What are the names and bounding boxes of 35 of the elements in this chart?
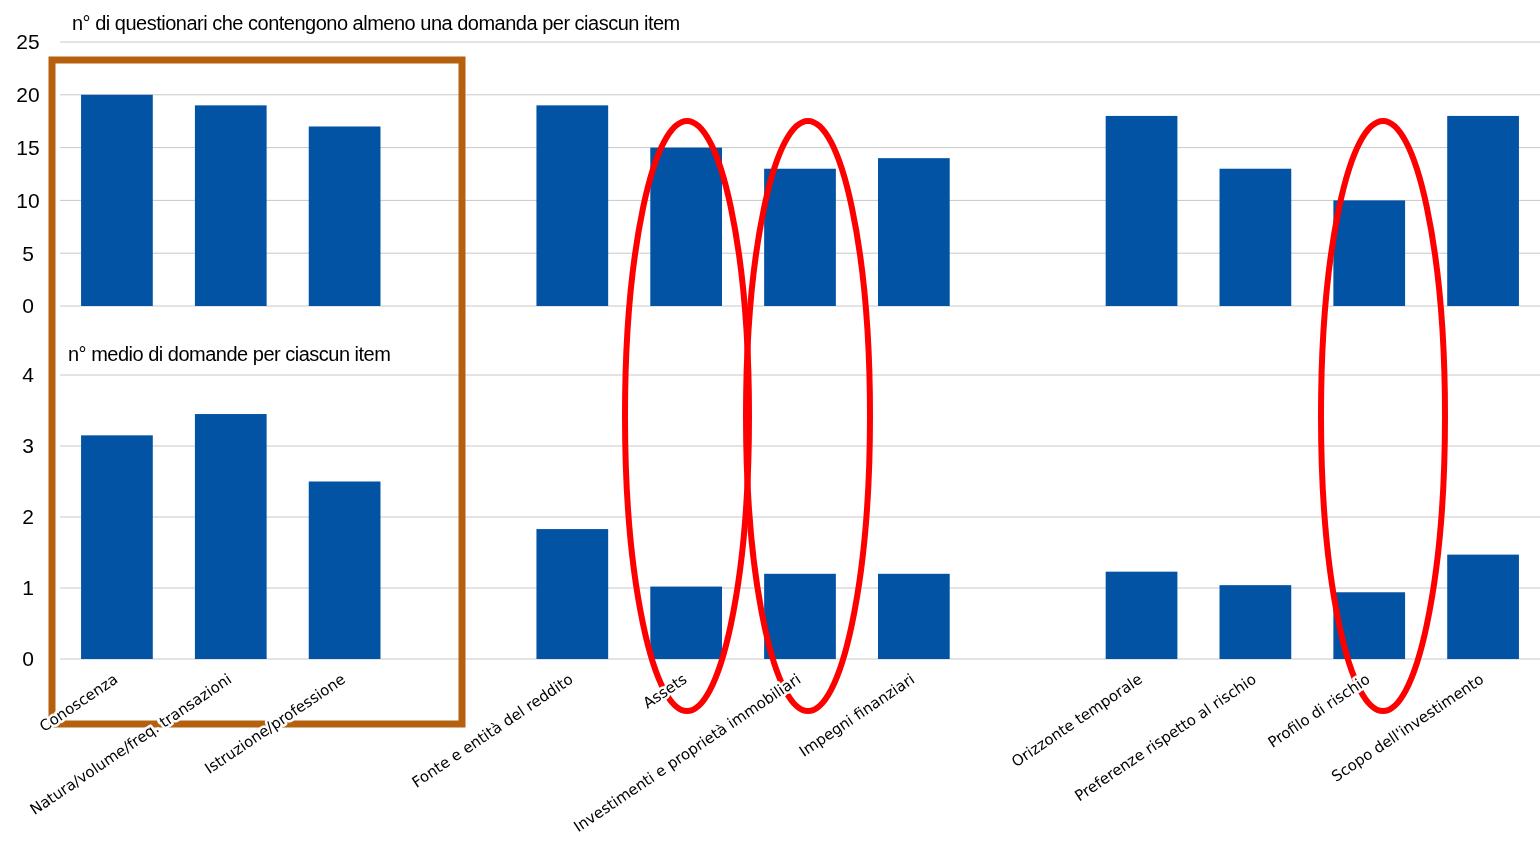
bar bbox=[877, 573, 950, 659]
chart-title: n° di questionari che contengono almeno una domanda per ciascun item bbox=[72, 12, 680, 34]
bar bbox=[877, 158, 950, 306]
bar bbox=[1105, 115, 1178, 306]
bar bbox=[81, 435, 153, 659]
bar bbox=[1219, 168, 1292, 306]
bar bbox=[308, 481, 381, 659]
y-tick-label: 15 bbox=[16, 135, 40, 159]
bar bbox=[764, 168, 836, 306]
y-tick-label: 5 bbox=[22, 241, 34, 265]
bar bbox=[650, 147, 723, 306]
y-tick-label: 1 bbox=[22, 576, 34, 600]
bar bbox=[194, 414, 267, 659]
y-tick-label: 0 bbox=[22, 294, 34, 318]
y-tick-label: 4 bbox=[22, 363, 35, 387]
chart-title: n° medio di domande per ciascun item bbox=[68, 343, 391, 365]
bar bbox=[194, 105, 267, 306]
bar bbox=[1219, 585, 1292, 659]
bar bbox=[308, 126, 381, 306]
bar bbox=[81, 94, 153, 306]
bar bbox=[536, 105, 609, 306]
y-tick-label: 0 bbox=[22, 647, 34, 671]
y-tick-label: 20 bbox=[16, 83, 40, 107]
bar bbox=[1447, 554, 1519, 659]
bar bbox=[1447, 115, 1519, 306]
y-tick-label: 25 bbox=[16, 30, 40, 54]
y-tick-label: 2 bbox=[22, 505, 34, 529]
bar bbox=[1333, 592, 1406, 659]
y-tick-label: 10 bbox=[16, 188, 40, 212]
bar bbox=[650, 586, 723, 659]
y-tick-label: 3 bbox=[22, 434, 34, 458]
bar bbox=[764, 573, 836, 659]
bar bbox=[1333, 200, 1406, 306]
bar bbox=[1105, 571, 1178, 659]
bar bbox=[536, 529, 609, 659]
